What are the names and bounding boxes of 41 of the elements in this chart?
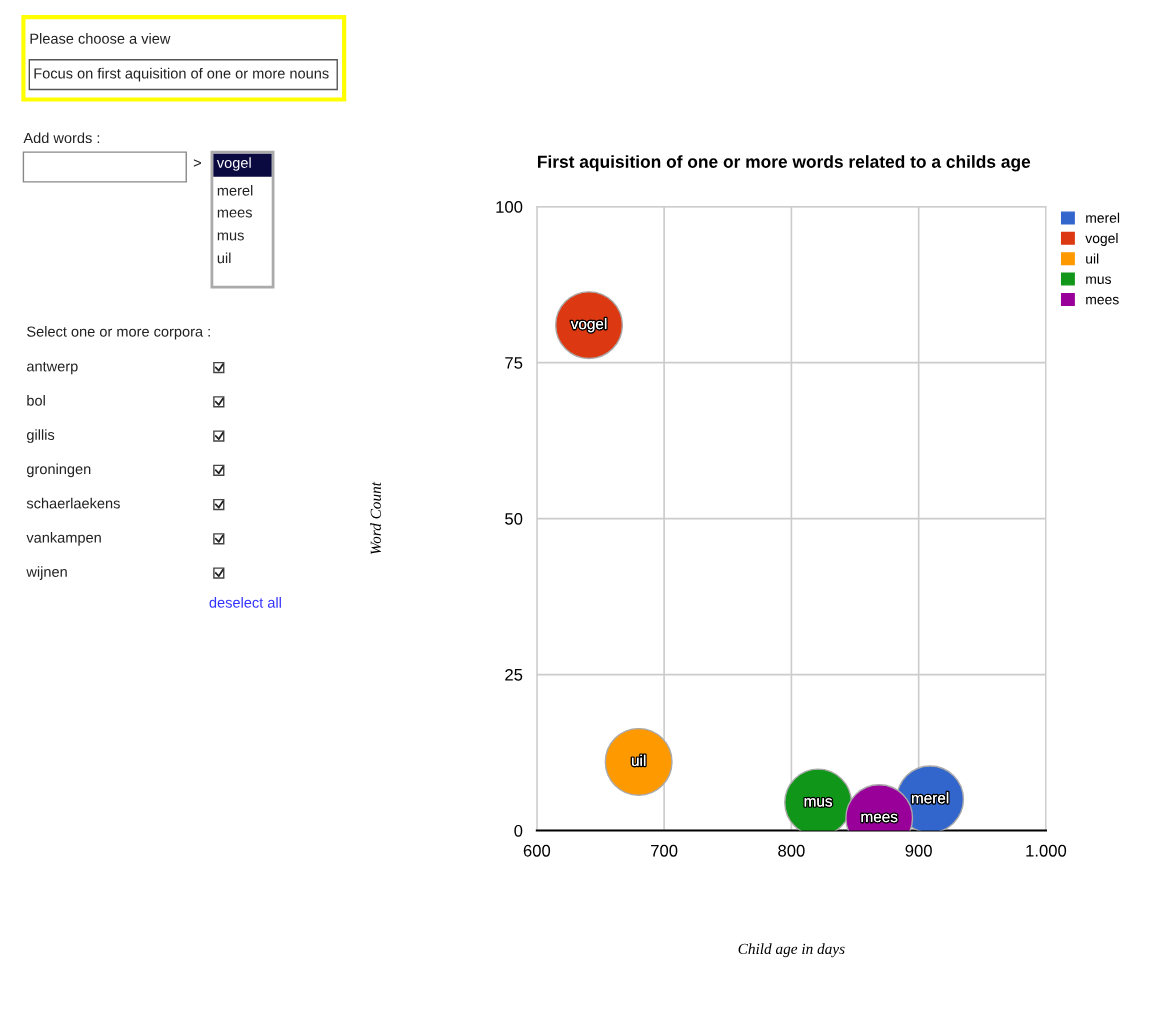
- text: antwerp: [26, 361, 78, 375]
- text: uil: [632, 754, 646, 766]
- x-tick-label: 1.000: [1026, 844, 1067, 857]
- text: Focus on first aquisition of one or more nouns: [34, 67, 329, 82]
- text: Please choose a view: [30, 33, 171, 44]
- legend-label: merel: [1086, 212, 1120, 223]
- x-tick-label: 600: [523, 844, 551, 857]
- chart-title: First aquisition of one or more words related to a childs age: [538, 155, 1031, 172]
- legend-label: mus: [1086, 276, 1112, 284]
- text: wijnen: [26, 566, 67, 580]
- legend-label: uil: [1086, 253, 1099, 264]
- text: groningen: [26, 463, 91, 478]
- x-tick-label: 700: [651, 844, 678, 857]
- y-tick-label: 25: [505, 668, 523, 681]
- y-tick-label: 100: [496, 201, 523, 213]
- y-tick-label: 0: [514, 824, 523, 837]
- text: bol: [27, 395, 45, 406]
- text: mus: [804, 798, 832, 807]
- x-axis-title: Child age in days: [738, 943, 845, 958]
- text: vogel: [570, 318, 607, 333]
- y-axis-title: Word Count: [370, 481, 382, 555]
- x-tick-label: 800: [778, 844, 805, 857]
- x-tick-label: 900: [905, 844, 932, 857]
- text: mus: [217, 232, 244, 241]
- legend-label: vogel: [1085, 233, 1118, 246]
- text: deselect all: [209, 597, 281, 608]
- text: uil: [217, 252, 231, 264]
- text: vogel: [216, 157, 251, 171]
- text: merel: [217, 185, 253, 196]
- text: mees: [217, 209, 252, 218]
- y-tick-label: 50: [505, 512, 523, 525]
- text: gillis: [26, 429, 55, 443]
- text: Select one or more corpora :: [27, 326, 210, 340]
- text: Add words :: [23, 132, 100, 144]
- text: mees: [861, 813, 898, 823]
- text: vankampen: [26, 532, 101, 546]
- text: merel: [912, 792, 949, 804]
- legend-label: mees: [1086, 296, 1119, 305]
- text: >: [193, 159, 201, 167]
- y-tick-label: 75: [505, 357, 523, 369]
- text: schaerlaekens: [26, 497, 120, 509]
